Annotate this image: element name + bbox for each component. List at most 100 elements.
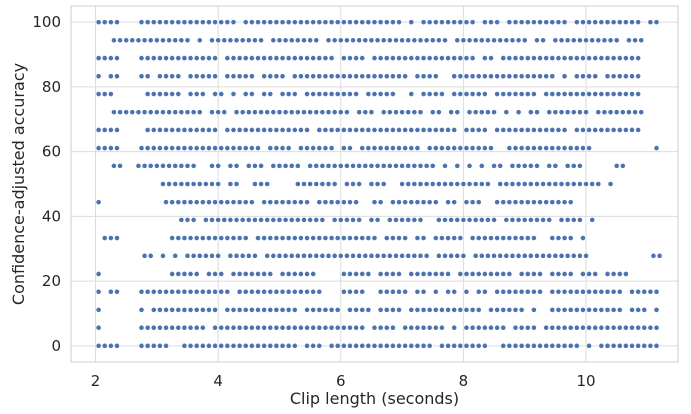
data-point [506, 306, 513, 313]
data-point [485, 37, 491, 44]
data-point [218, 235, 225, 241]
data-point [344, 109, 350, 116]
data-point [592, 55, 599, 62]
data-point [353, 127, 360, 133]
data-point [426, 91, 433, 97]
data-point [622, 324, 629, 331]
data-point [622, 342, 629, 349]
data-point [298, 55, 304, 62]
data-point [175, 19, 182, 26]
data-point [199, 145, 206, 151]
data-point [144, 91, 151, 97]
data-point [169, 127, 176, 133]
data-point [629, 55, 635, 62]
data-point [521, 181, 528, 187]
data-point [555, 288, 562, 295]
data-point [340, 73, 347, 80]
data-point [224, 127, 231, 133]
data-point [396, 199, 402, 206]
data-point [264, 217, 271, 223]
data-point [169, 324, 176, 331]
data-point [264, 109, 271, 116]
data-point [288, 252, 295, 259]
data-point [432, 271, 439, 277]
data-point [531, 324, 537, 331]
data-point [518, 342, 525, 349]
data-point [466, 217, 473, 223]
data-point [592, 324, 599, 331]
data-point [610, 271, 617, 277]
data-point [601, 37, 608, 44]
data-point [558, 109, 565, 116]
data-point [261, 342, 268, 349]
data-point [509, 162, 516, 169]
data-point [184, 181, 191, 187]
data-point [521, 162, 528, 169]
data-point [328, 55, 335, 62]
data-point [255, 145, 261, 151]
data-point [573, 127, 580, 133]
data-point [500, 91, 507, 97]
data-point [451, 288, 458, 295]
data-point [629, 306, 635, 313]
data-point [117, 109, 123, 116]
data-point [187, 324, 194, 331]
data-point [196, 109, 203, 116]
data-point [524, 127, 531, 133]
data-point [613, 37, 620, 44]
data-point [298, 127, 304, 133]
data-point [463, 199, 470, 206]
data-point [359, 271, 366, 277]
data-point [166, 162, 173, 169]
data-point [206, 235, 212, 241]
data-point [291, 235, 298, 241]
data-point [420, 199, 427, 206]
data-point [558, 37, 565, 44]
data-point [138, 306, 145, 313]
data-point [288, 37, 295, 44]
data-point [641, 324, 648, 331]
data-point [632, 109, 638, 116]
data-point [107, 342, 114, 349]
data-point [610, 19, 617, 26]
data-point [537, 73, 543, 80]
data-point [405, 252, 412, 259]
data-point [230, 235, 237, 241]
data-point [586, 324, 592, 331]
data-point [252, 109, 258, 116]
data-point [500, 271, 507, 277]
data-point [114, 342, 120, 349]
data-point [350, 252, 356, 259]
data-point [506, 271, 513, 277]
data-point [310, 342, 317, 349]
data-point [353, 306, 360, 313]
data-point [316, 306, 323, 313]
data-point [389, 19, 396, 26]
data-point [414, 342, 421, 349]
data-point [147, 109, 154, 116]
data-point [567, 55, 574, 62]
data-point [512, 19, 519, 26]
data-point [442, 37, 448, 44]
data-point [552, 162, 559, 169]
data-point [478, 109, 485, 116]
data-point [107, 55, 114, 62]
data-point [439, 127, 445, 133]
data-point [402, 288, 409, 295]
data-point [279, 145, 286, 151]
data-point [163, 19, 169, 26]
data-point [518, 324, 525, 331]
data-point [350, 37, 356, 44]
data-point [592, 306, 599, 313]
data-point [163, 127, 169, 133]
data-point [261, 271, 268, 277]
data-point [157, 127, 163, 133]
data-point [561, 324, 568, 331]
data-point [181, 55, 188, 62]
data-point [353, 271, 360, 277]
data-point [298, 199, 304, 206]
data-point [524, 199, 531, 206]
data-point [252, 162, 258, 169]
data-point [626, 109, 632, 116]
data-point [190, 252, 197, 259]
